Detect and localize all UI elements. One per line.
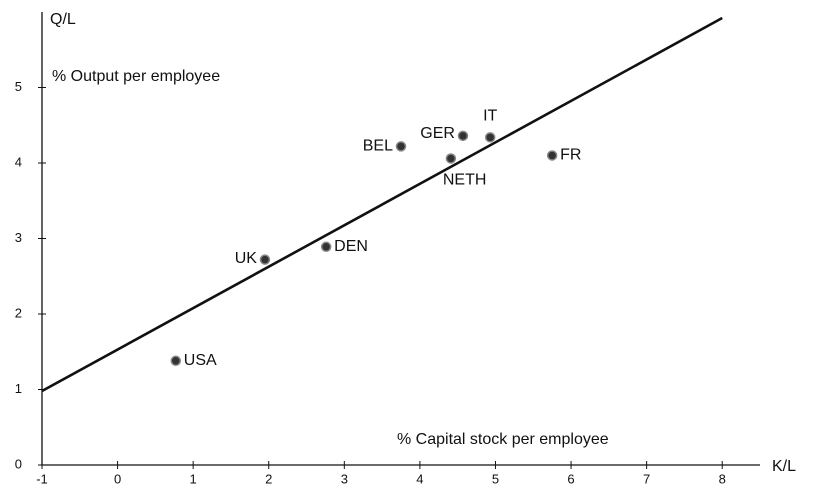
y-tick-label: 1 xyxy=(15,381,22,396)
x-tick-label: 1 xyxy=(190,471,197,486)
y-tick-label: 0 xyxy=(15,456,22,471)
point-label: USA xyxy=(184,352,217,369)
y-tick-label: 5 xyxy=(15,79,22,94)
data-point xyxy=(484,132,496,143)
point-label: FR xyxy=(560,147,581,164)
fit-line xyxy=(41,16,723,393)
x-tick-label: 2 xyxy=(265,471,272,486)
point-label: BEL xyxy=(363,138,393,155)
point-label: DEN xyxy=(334,238,368,255)
y-axis-label: Q/L xyxy=(50,11,76,28)
x-axis-label: K/L xyxy=(772,458,796,475)
y-tick-label: 2 xyxy=(15,305,22,320)
y-description: % Output per employee xyxy=(52,68,220,85)
data-point xyxy=(395,141,407,152)
x-tick-label: -1 xyxy=(36,471,48,486)
data-point xyxy=(546,150,558,161)
point-label: GER xyxy=(420,125,455,142)
data-point xyxy=(320,241,332,253)
x-tick-label: 4 xyxy=(416,471,423,486)
x-tick-label: 0 xyxy=(114,471,121,486)
data-point xyxy=(259,254,271,265)
point-label: NETH xyxy=(443,172,487,189)
data-point xyxy=(457,130,469,142)
x-description: % Capital stock per employee xyxy=(397,431,609,448)
point-label: UK xyxy=(235,250,258,267)
x-tick-label: 6 xyxy=(567,471,574,486)
x-tick-label: 7 xyxy=(643,471,650,486)
x-tick-label: 3 xyxy=(341,471,348,486)
data-point xyxy=(170,355,182,367)
point-label: IT xyxy=(483,108,497,125)
x-tick-label: 5 xyxy=(492,471,499,486)
data-point xyxy=(445,153,457,164)
y-tick-label: 4 xyxy=(15,154,22,169)
x-tick-label: 8 xyxy=(719,471,726,486)
y-tick-label: 3 xyxy=(15,230,22,245)
